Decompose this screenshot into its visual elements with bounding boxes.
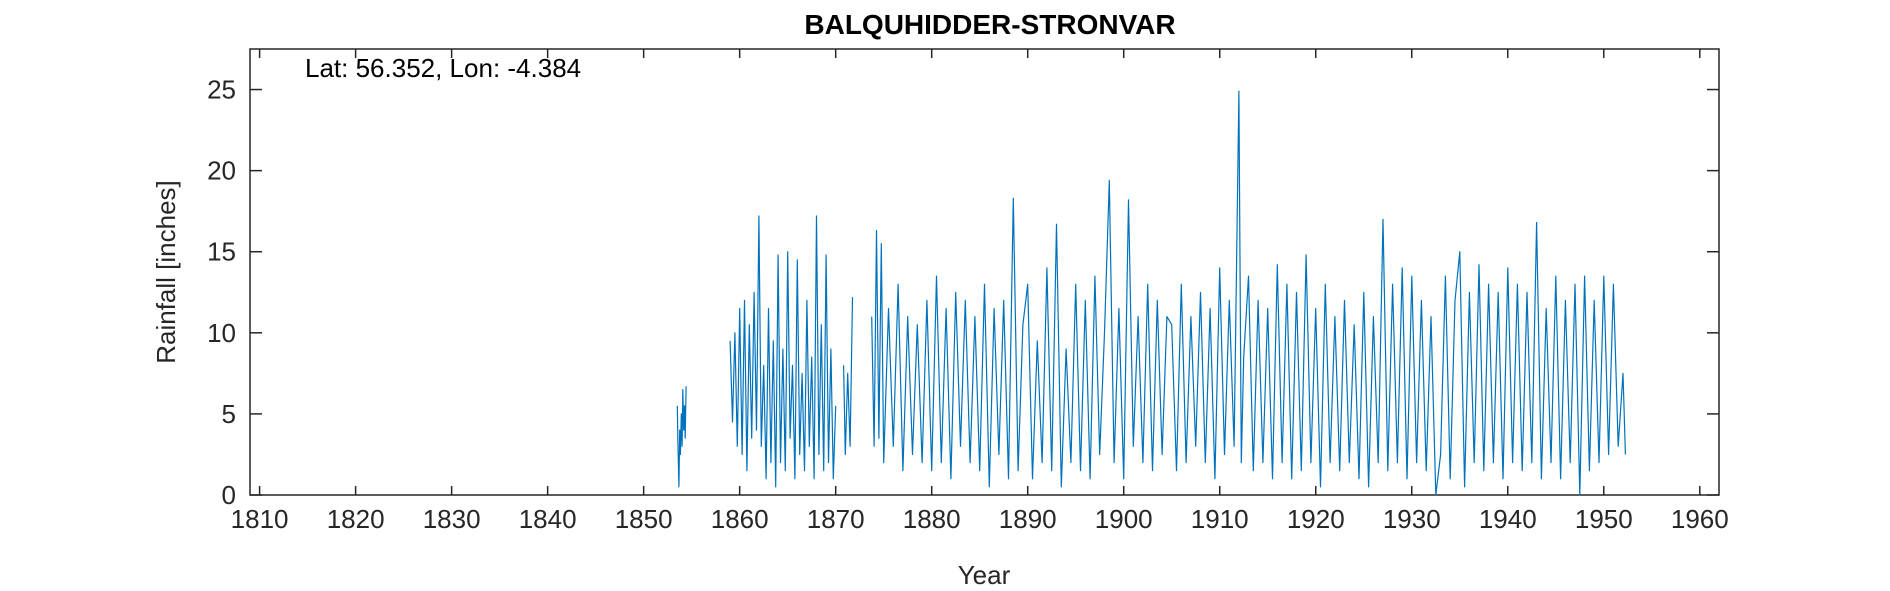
rainfall-series-line-segment — [676, 386, 687, 488]
chart-title: BALQUHIDDER-STRONVAR — [804, 9, 1175, 40]
x-tick-label: 1880 — [903, 504, 961, 534]
x-tick-label: 1950 — [1575, 504, 1633, 534]
y-tick-label: 10 — [207, 318, 236, 348]
x-tick-label: 1910 — [1191, 504, 1249, 534]
y-tick-labels: 0 5 10 15 20 25 — [207, 75, 236, 510]
axis-ticks — [250, 49, 1719, 496]
rainfall-series-line-segment — [729, 215, 837, 488]
rainfall-series-line-segment — [871, 90, 1626, 496]
y-tick-label: 15 — [207, 237, 236, 267]
x-tick-label: 1860 — [711, 504, 769, 534]
x-tick-label: 1900 — [1095, 504, 1153, 534]
y-axis-label: Rainfall [inches] — [151, 180, 181, 364]
x-tick-label: 1810 — [231, 504, 289, 534]
x-tick-label: 1920 — [1287, 504, 1345, 534]
x-tick-label: 1830 — [423, 504, 481, 534]
x-tick-labels: 1810 1820 1830 1840 1850 1860 1870 1880 1890 1900… — [231, 504, 1729, 534]
x-tick-label: 1850 — [615, 504, 673, 534]
x-axis-label: Year — [958, 560, 1011, 590]
rainfall-series-line-segment — [843, 297, 854, 456]
location-annotation: Lat: 56.352, Lon: -4.384 — [305, 53, 581, 83]
data-series — [676, 90, 1626, 496]
x-tick-label: 1820 — [327, 504, 385, 534]
plot-frame — [249, 48, 1720, 496]
y-tick-label: 25 — [207, 75, 236, 105]
x-tick-label: 1930 — [1383, 504, 1441, 534]
plot-area — [249, 48, 1720, 496]
x-tick-label: 1890 — [999, 504, 1057, 534]
x-tick-label: 1960 — [1671, 504, 1729, 534]
x-tick-label: 1940 — [1479, 504, 1537, 534]
y-tick-label: 20 — [207, 156, 236, 186]
x-tick-label: 1870 — [807, 504, 865, 534]
x-tick-label: 1840 — [519, 504, 577, 534]
y-tick-label: 5 — [222, 399, 236, 429]
y-tick-label: 0 — [222, 480, 236, 510]
